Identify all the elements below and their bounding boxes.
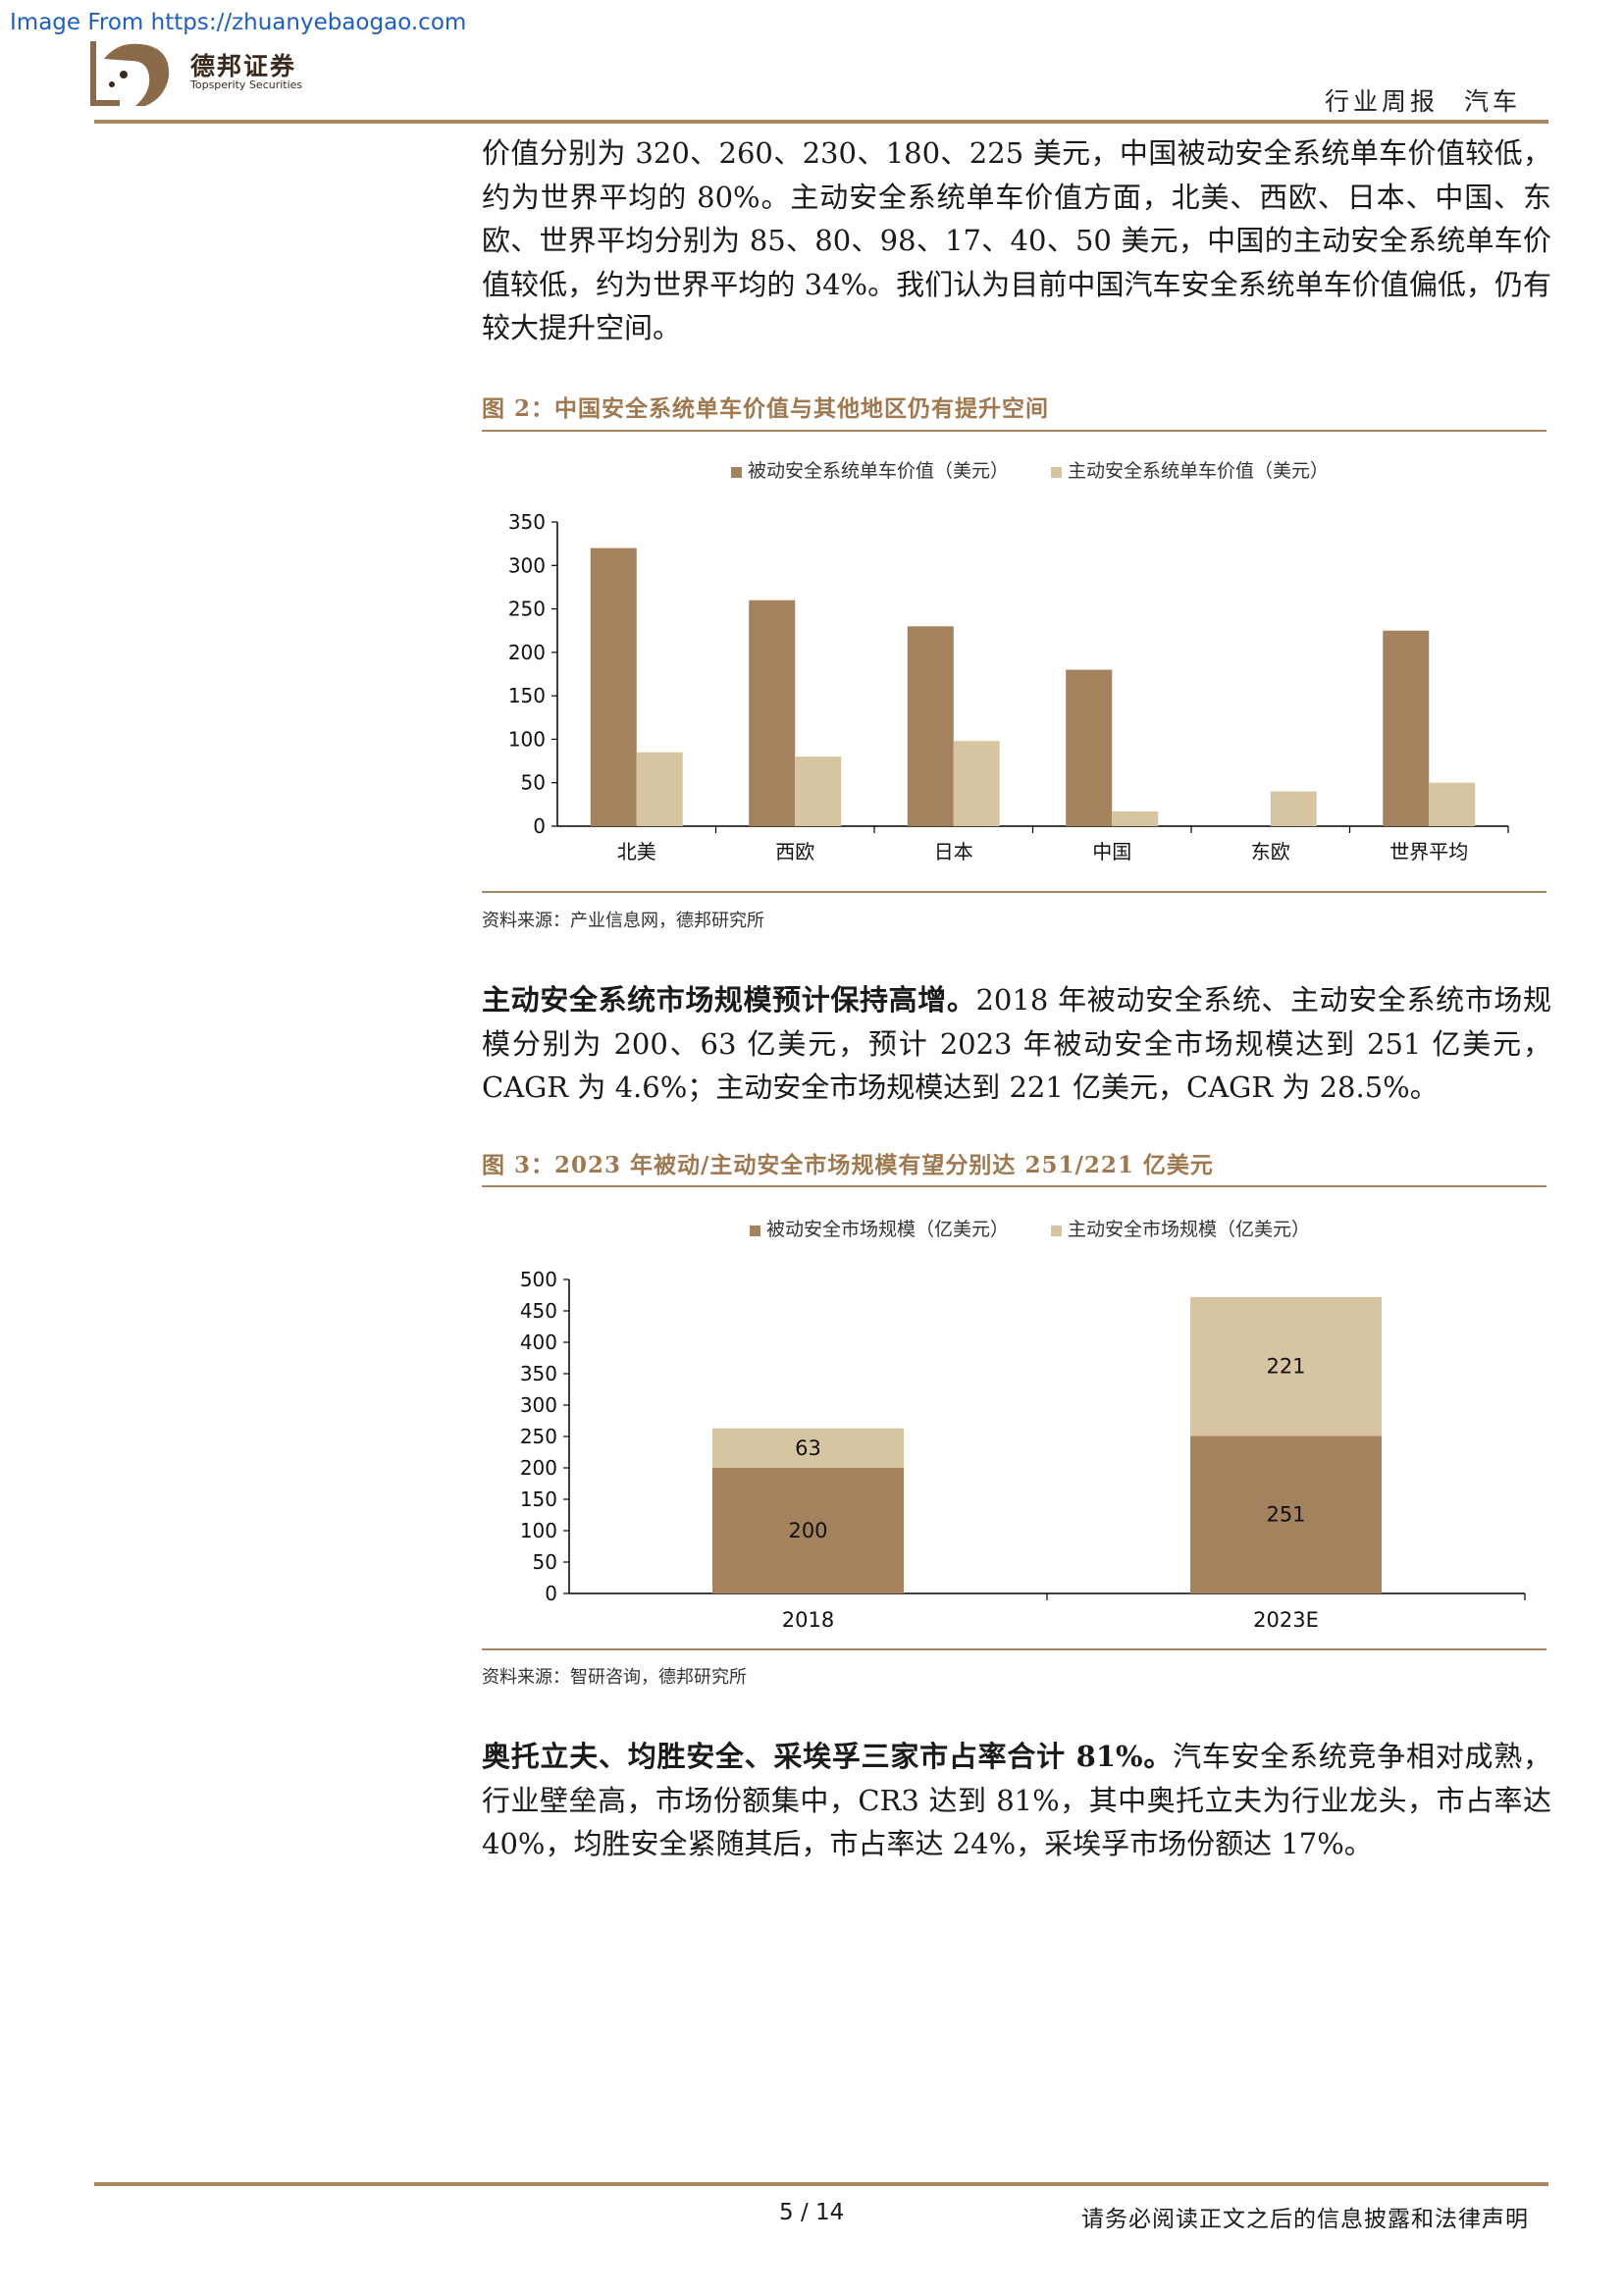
- logo-name: 德邦证券: [190, 52, 297, 80]
- y-tick-label: 400: [520, 1331, 557, 1354]
- data-label: 221: [1266, 1355, 1305, 1379]
- paragraph-2: 主动安全系统市场规模预计保持高增。2018 年被动安全系统、主动安全系统市场规模…: [482, 978, 1551, 1110]
- figure-3-bottom-rule: [482, 1648, 1546, 1650]
- paragraph-3-body: 汽车安全系统竞争相对成熟，行业壁垒高，市场份额集中，CR3 达到 81%，其中奥…: [482, 1740, 1551, 1860]
- data-label: 200: [788, 1519, 827, 1542]
- bar-passive-3: [907, 626, 954, 826]
- paragraph-2-lead: 主动安全系统市场规模预计保持高增。: [482, 983, 976, 1017]
- paragraph-1: 价值分别为 320、260、230、180、225 美元，中国被动安全系统单车价…: [482, 136, 1551, 344]
- y-tick-label: 0: [545, 1582, 557, 1605]
- x-tick-label: 中国: [1092, 840, 1131, 863]
- header-divider: [94, 120, 1548, 124]
- y-tick-label: 450: [520, 1299, 557, 1323]
- x-tick-label: 东欧: [1251, 840, 1290, 863]
- x-tick-label: 日本: [934, 840, 973, 863]
- legend-swatch-1: [731, 467, 742, 478]
- figure-3-title: 图 3：2023 年被动/主动安全市场规模有望分别达 251/221 亿美元: [482, 1152, 1214, 1178]
- legend-label-1: 被动安全系统单车价值（美元）: [748, 460, 1009, 482]
- legend-label-2: 主动安全市场规模（亿美元）: [1068, 1219, 1310, 1240]
- bar-active-1: [636, 752, 683, 826]
- footer-divider: [94, 2182, 1548, 2186]
- bar-active-2018: [712, 1428, 904, 1468]
- legend-label-1: 被动安全市场规模（亿美元）: [766, 1219, 1009, 1240]
- y-tick-label: 250: [520, 1425, 557, 1448]
- bar-passive-2: [749, 600, 796, 826]
- bar-passive-2018: [712, 1468, 904, 1593]
- figure-2-top-rule: [482, 430, 1546, 432]
- y-tick-label: 150: [508, 684, 546, 707]
- y-tick-label: 50: [533, 1550, 557, 1574]
- bar-active-3: [953, 741, 1000, 826]
- bar-passive-1: [590, 548, 637, 826]
- legend-label-2: 主动安全系统单车价值（美元）: [1068, 460, 1329, 482]
- x-tick-label: 西欧: [775, 840, 814, 863]
- bar-active-2023E: [1190, 1296, 1382, 1436]
- bar-passive-6: [1383, 630, 1430, 826]
- bar-passive-2023E: [1190, 1435, 1382, 1593]
- y-tick-label: 150: [520, 1487, 557, 1511]
- x-tick-label: 北美: [617, 840, 656, 863]
- legend-swatch-1: [750, 1226, 760, 1236]
- bar-active-4: [1112, 810, 1159, 826]
- paragraph-3-lead: 奥托立夫、均胜安全、采埃孚三家市占率合计 81%。: [482, 1740, 1174, 1773]
- x-tick-label: 2023E: [1253, 1608, 1319, 1632]
- data-label: 251: [1266, 1503, 1305, 1527]
- legend-swatch-2: [1051, 467, 1062, 478]
- x-tick-label: 2018: [782, 1608, 834, 1632]
- y-tick-label: 250: [508, 598, 546, 621]
- y-tick-label: 200: [508, 641, 546, 664]
- y-tick-label: 200: [520, 1456, 557, 1480]
- bar-active-5: [1270, 791, 1317, 826]
- bar-active-2: [795, 757, 842, 826]
- y-tick-label: 500: [520, 1268, 557, 1291]
- legend-swatch-2: [1051, 1226, 1062, 1236]
- figure-3-source: 资料来源：智研咨询，德邦研究所: [482, 1667, 747, 1688]
- y-tick-label: 100: [520, 1519, 557, 1542]
- y-tick-label: 300: [520, 1393, 557, 1417]
- y-tick-label: 100: [508, 727, 546, 751]
- paragraph-2-body: 2018 年被动安全系统、主动安全系统市场规模分别为 200、63 亿美元，预计…: [482, 983, 1551, 1104]
- figure-2-title: 图 2：中国安全系统单车价值与其他地区仍有提升空间: [482, 395, 1050, 422]
- bar-active-6: [1429, 782, 1476, 826]
- figure-2-bottom-rule: [482, 891, 1546, 893]
- logo-subtitle: Topsperity Securities: [190, 78, 303, 91]
- company-logo: [90, 41, 170, 106]
- y-tick-label: 0: [533, 814, 546, 838]
- figure-2-chart: 被动安全系统单车价值（美元） 主动安全系统单车价值（美元） 0 50 100 150 200…: [508, 460, 1509, 863]
- figure-3-top-rule: [482, 1185, 1546, 1187]
- y-tick-label: 300: [508, 553, 546, 577]
- y-tick-label: 350: [508, 510, 546, 534]
- figure-2-source: 资料来源：产业信息网，德邦研究所: [482, 911, 764, 931]
- header-category: 行业周报 汽车: [1325, 87, 1521, 116]
- footer-disclaimer: 请务必阅读正文之后的信息披露和法律声明: [1081, 2207, 1529, 2232]
- x-tick-label: 世界平均: [1389, 840, 1468, 863]
- figure-3-chart: 被动安全市场规模（亿美元） 主动安全市场规模（亿美元） 0 50 100 150 200 25…: [520, 1219, 1526, 1632]
- data-label: 63: [795, 1436, 821, 1460]
- watermark-text: Image From https://zhuanyebaogao.com: [10, 10, 467, 35]
- y-tick-label: 350: [520, 1362, 557, 1385]
- bar-passive-4: [1066, 669, 1113, 826]
- page-number: 5 / 14: [779, 2200, 845, 2225]
- y-tick-label: 50: [521, 771, 546, 795]
- paragraph-3: 奥托立夫、均胜安全、采埃孚三家市占率合计 81%。汽车安全系统竞争相对成熟，行业…: [482, 1735, 1551, 1866]
